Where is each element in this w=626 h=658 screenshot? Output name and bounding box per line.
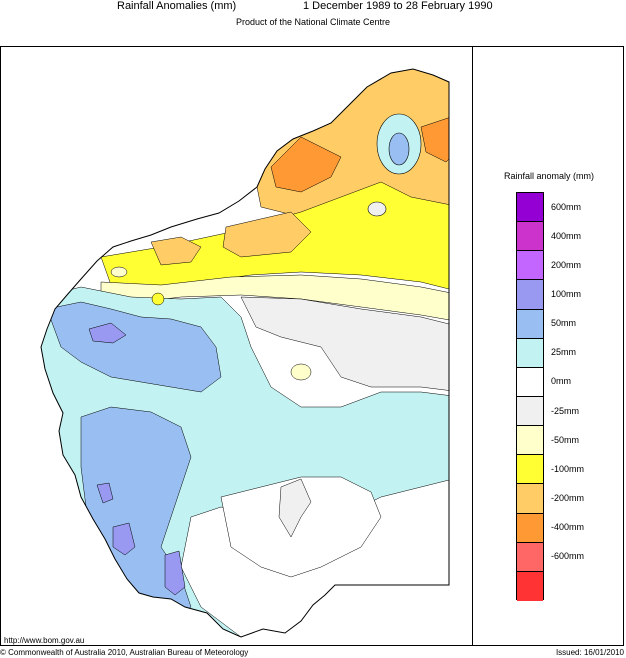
legend-swatch (517, 193, 543, 223)
legend-label: 600mm (551, 201, 582, 212)
legend-label: 200mm (551, 259, 582, 270)
legend-swatch (517, 513, 543, 543)
legend-label: 0mm (551, 376, 571, 387)
legend-label: 50mm (551, 318, 577, 329)
legend-title: Rainfall anomaly (mm) (503, 171, 595, 181)
legend-swatch (517, 426, 543, 456)
legend-swatch (517, 396, 543, 427)
legend-label: -25mm (551, 405, 580, 416)
legend-swatch (517, 338, 543, 368)
map-title: Rainfall Anomalies (mm) (117, 0, 237, 12)
map-subtitle: Product of the National Climate Centre (235, 17, 391, 27)
region-minus25-pocket (367, 201, 387, 217)
legend-label: 100mm (551, 288, 582, 299)
rainfall-map (40, 68, 450, 638)
legend-swatch (517, 571, 543, 601)
region-patch-b (151, 292, 165, 306)
region-100mm-d (96, 482, 114, 504)
legend-swatch (517, 367, 543, 397)
copyright-notice: © Commonwealth of Australia 2010, Austra… (0, 648, 249, 657)
legend-swatch (517, 222, 543, 252)
legend-swatch (517, 484, 543, 514)
region-patch-a (110, 266, 128, 278)
region-patch-c (290, 363, 312, 381)
region-0mm-south (220, 476, 382, 578)
coastline (40, 68, 450, 638)
map-frame (0, 46, 624, 646)
legend-divider (472, 46, 473, 646)
region-100mm-a (88, 322, 127, 344)
region-minus25-south (278, 478, 312, 538)
region-100mm-c (164, 550, 186, 596)
issued-date: Issued: 16/01/2010 (555, 648, 624, 657)
legend-swatch (517, 542, 543, 572)
legend-label: -50mm (551, 434, 580, 445)
source-url[interactable]: http://www.bom.gov.au (4, 636, 85, 645)
legend-label: -100mm (551, 463, 585, 474)
wa-state (41, 69, 449, 637)
legend-swatch (517, 251, 543, 281)
legend-label: 25mm (551, 347, 577, 358)
legend-label: 400mm (551, 230, 582, 241)
legend-label: -400mm (551, 522, 585, 533)
region-50mm-kimberley (388, 132, 410, 166)
region-minus400-north (270, 136, 342, 193)
region-minus200-pilbara (222, 211, 312, 258)
legend-swatch (517, 280, 543, 310)
legend-swatch (517, 455, 543, 485)
legend-swatch (517, 309, 543, 339)
region-100mm-b (112, 522, 136, 556)
title-row: Rainfall Anomalies (mm) 1 December 1989 … (0, 0, 626, 14)
region-minus400-ne (420, 116, 449, 163)
legend-label: -600mm (551, 551, 585, 562)
region-50mm-southwest (46, 301, 222, 393)
legend-color-bar (516, 192, 544, 601)
legend-label: -200mm (551, 492, 585, 503)
region-minus25-central (240, 296, 449, 393)
map-period: 1 December 1989 to 28 February 1990 (303, 0, 493, 12)
region-minus200-west (150, 236, 202, 266)
